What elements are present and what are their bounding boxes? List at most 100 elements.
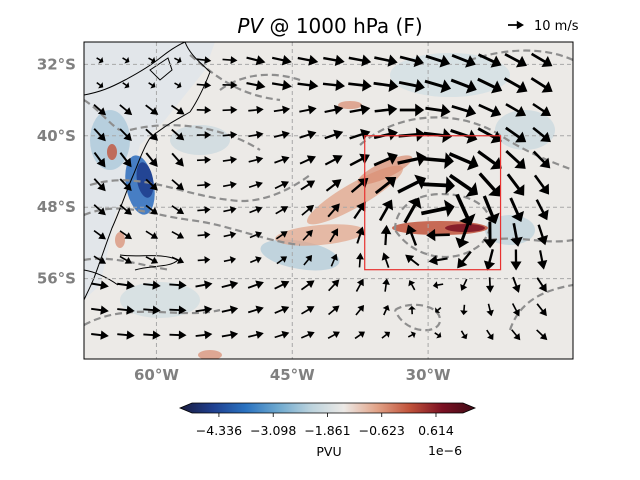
wind-vector	[119, 255, 133, 264]
wind-vector	[93, 229, 106, 240]
wind-vector	[374, 103, 398, 116]
wind-vector	[93, 178, 106, 192]
wind-vector	[274, 155, 290, 164]
pv-negative-patch	[170, 125, 230, 155]
wind-vector	[483, 249, 496, 271]
wind-vector	[171, 230, 185, 239]
wind-vector	[378, 199, 394, 222]
wind-vector	[486, 303, 494, 317]
wind-vector	[221, 305, 239, 315]
wind-vector	[380, 224, 392, 246]
wind-vector	[221, 330, 239, 340]
wind-vector	[169, 280, 187, 290]
wind-vector	[451, 54, 476, 68]
quiver-key-arrow-shape	[508, 20, 524, 30]
wind-vector	[374, 176, 397, 195]
highlight-box	[364, 135, 502, 271]
wind-vector	[145, 178, 158, 191]
wind-vector	[93, 255, 107, 264]
wind-vector	[195, 330, 213, 340]
wind-vector	[460, 330, 468, 340]
wind-vector	[222, 131, 238, 139]
wind-vector	[145, 152, 158, 167]
wind-vector	[448, 173, 479, 197]
wind-vector	[93, 104, 107, 116]
wind-vector	[300, 180, 316, 191]
wind-vector	[420, 176, 455, 195]
wind-vector	[505, 126, 527, 143]
wind-vector	[247, 305, 264, 314]
wind-vector	[381, 252, 390, 268]
wind-vector	[324, 129, 344, 140]
wind-vector	[511, 303, 520, 317]
wind-vector	[119, 104, 133, 116]
wind-vector	[299, 105, 317, 115]
wind-vector	[171, 179, 185, 191]
wind-vector	[91, 305, 109, 315]
quiver-key: 10 m/s	[508, 19, 579, 34]
colorbar-body	[178, 402, 477, 414]
wind-vector	[432, 281, 444, 289]
wind-vector	[450, 78, 477, 94]
wind-vector	[274, 180, 289, 190]
wind-vector	[505, 150, 526, 169]
wind-vector	[424, 79, 452, 94]
colorbar-ticks: −4.336 −3.098 −1.861 −0.623 0.614	[196, 413, 454, 438]
wind-vector	[119, 152, 132, 168]
wind-vector	[425, 103, 451, 118]
wind-vector	[328, 279, 340, 292]
wind-vector	[222, 106, 238, 114]
wind-vector	[145, 128, 159, 141]
wind-vector	[300, 280, 315, 291]
wind-vector	[398, 79, 425, 93]
wind-vector	[249, 256, 262, 264]
wind-vector	[117, 280, 135, 290]
wind-vector	[348, 79, 372, 92]
wind-vector	[223, 206, 237, 214]
wind-vector	[350, 177, 369, 194]
wind-vector	[324, 154, 343, 166]
coastline	[84, 269, 119, 286]
wind-vector	[510, 222, 523, 247]
wind-vector	[327, 331, 340, 339]
wind-vector	[196, 106, 212, 114]
wind-vector	[275, 231, 288, 240]
pv-negative-patch	[260, 239, 340, 271]
wind-vector	[348, 54, 372, 67]
wind-vector	[174, 56, 182, 64]
pv-negative-patch	[90, 110, 130, 170]
wind-vector	[117, 305, 135, 315]
wind-vector	[535, 199, 549, 221]
wind-vector	[349, 104, 371, 116]
wind-vector	[196, 131, 212, 139]
wind-vector	[169, 330, 187, 340]
latitude-tick-label: 48°S	[37, 198, 76, 216]
wind-vector	[93, 204, 106, 216]
wind-vector	[119, 128, 132, 142]
wind-vector	[249, 231, 263, 239]
colorbar-label: PVU	[316, 444, 341, 459]
coastline	[149, 57, 173, 81]
wind-vector	[195, 305, 213, 315]
wind-vector	[405, 254, 420, 267]
wind-vector	[122, 56, 130, 64]
contour-line	[359, 116, 573, 172]
pv-positive-patch	[107, 144, 117, 160]
wind-vector	[477, 150, 502, 170]
title-italic: PV	[237, 14, 264, 38]
wind-vector	[196, 156, 211, 164]
wind-vector	[382, 278, 390, 292]
wind-vector	[302, 229, 313, 241]
wind-vector	[197, 256, 211, 264]
wind-vector	[506, 173, 525, 196]
wind-vector	[478, 172, 501, 197]
colorbar: −4.336 −3.098 −1.861 −0.623 0.614 PVU 1e−6	[178, 402, 477, 459]
wind-vector	[93, 128, 106, 142]
wind-vector	[171, 152, 184, 167]
wind-vector	[327, 203, 340, 218]
wind-vector	[145, 256, 159, 264]
wind-vector	[221, 280, 239, 290]
wind-vector	[197, 231, 211, 239]
wind-vector	[119, 230, 133, 240]
